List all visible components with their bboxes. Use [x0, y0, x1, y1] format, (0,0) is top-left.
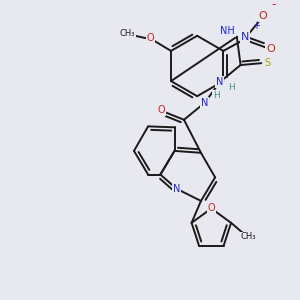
Text: H: H [213, 91, 219, 100]
Text: O: O [158, 105, 165, 115]
Text: N: N [216, 77, 224, 87]
Text: NH: NH [220, 26, 235, 36]
Text: O: O [259, 11, 267, 21]
Text: CH₃: CH₃ [240, 232, 256, 242]
Text: O: O [266, 44, 275, 54]
Text: H: H [228, 83, 235, 92]
Text: S: S [264, 58, 270, 68]
Text: N: N [241, 32, 249, 42]
Text: O: O [146, 33, 154, 43]
Text: N: N [173, 184, 180, 194]
Text: -: - [272, 0, 276, 11]
Text: +: + [252, 21, 260, 31]
Text: N: N [201, 98, 208, 108]
Text: O: O [208, 203, 215, 214]
Text: CH₃: CH₃ [120, 29, 135, 38]
